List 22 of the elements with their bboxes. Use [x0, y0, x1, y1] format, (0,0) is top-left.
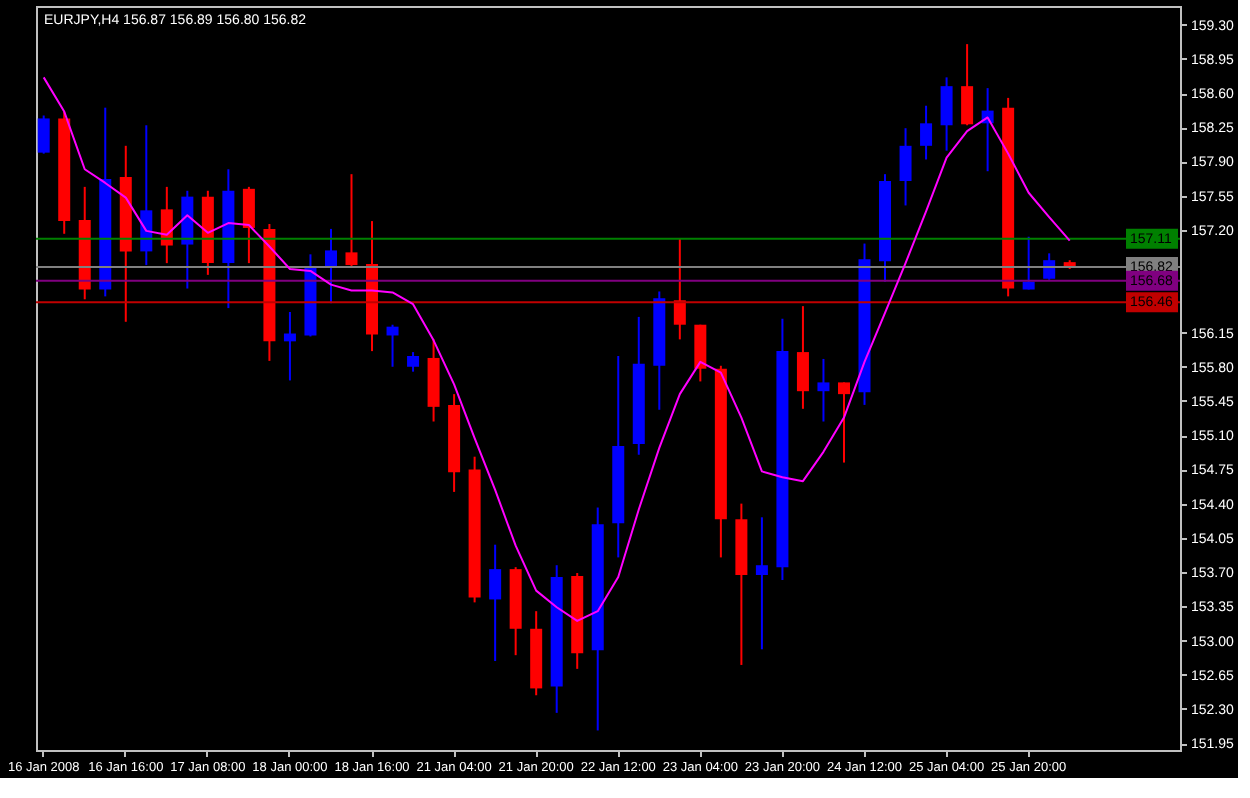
candlestick — [940, 76, 953, 152]
candlestick — [160, 185, 173, 265]
candlestick — [386, 323, 399, 368]
candlestick — [181, 189, 194, 290]
candlestick — [489, 543, 502, 663]
candlestick — [242, 185, 255, 265]
candlestick — [796, 305, 809, 410]
candlestick — [694, 323, 707, 383]
candlestick — [920, 104, 933, 161]
candlestick — [37, 114, 50, 155]
candlestick — [673, 237, 686, 341]
candlestick — [1043, 252, 1056, 281]
line-series — [42, 76, 1071, 622]
candlestick — [899, 127, 912, 207]
candlestick — [837, 381, 850, 464]
candlestick — [961, 43, 974, 127]
candlestick — [755, 516, 768, 651]
candlestick — [407, 351, 420, 373]
candlestick — [324, 227, 337, 305]
candlestick — [345, 173, 358, 268]
candlestick — [817, 357, 830, 423]
candlestick — [1022, 235, 1035, 291]
